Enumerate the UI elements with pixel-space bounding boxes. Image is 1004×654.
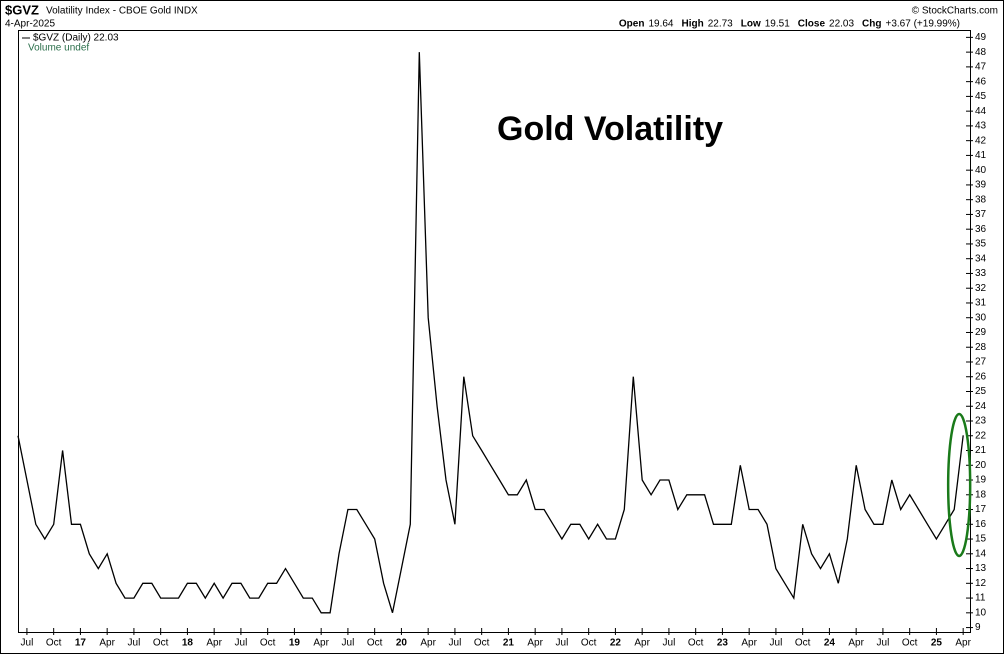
- legend-entry: $GVZ (Daily) 22.03: [33, 33, 119, 44]
- y-tick-label: 27: [975, 357, 987, 368]
- quote-label: Open: [619, 19, 645, 30]
- y-tick-label: 41: [975, 150, 987, 161]
- y-tick-label: 37: [975, 209, 987, 220]
- x-tick-label: Apr: [420, 638, 436, 649]
- y-tick-label: 9: [975, 622, 981, 633]
- x-tick-label: Oct: [902, 638, 918, 649]
- y-tick-label: 40: [975, 165, 987, 176]
- quote-value: +3.67 (+19.99%): [886, 19, 961, 30]
- quote-value: 22.73: [708, 19, 733, 30]
- y-tick-label: 38: [975, 194, 987, 205]
- y-tick-label: 33: [975, 268, 987, 279]
- y-tick-label: 23: [975, 416, 987, 427]
- y-tick-label: 16: [975, 519, 987, 530]
- y-tick-label: 15: [975, 534, 987, 545]
- y-tick-label: 46: [975, 76, 987, 87]
- x-tick-label: Jul: [663, 638, 676, 649]
- y-tick-label: 30: [975, 312, 987, 323]
- quote-label: Low: [741, 19, 761, 30]
- y-tick-label: 34: [975, 253, 987, 264]
- x-tick-label: Oct: [474, 638, 490, 649]
- x-tick-label: Oct: [260, 638, 276, 649]
- y-tick-label: 22: [975, 430, 987, 441]
- x-tick-label: Jul: [770, 638, 783, 649]
- y-tick-label: 49: [975, 32, 987, 43]
- y-tick-label: 25: [975, 386, 987, 397]
- x-tick-label: Oct: [795, 638, 811, 649]
- x-tick-label: Apr: [206, 638, 222, 649]
- quote-label: High: [682, 19, 704, 30]
- y-tick-label: 12: [975, 578, 987, 589]
- y-tick-label: 42: [975, 135, 987, 146]
- x-tick-label: Jul: [235, 638, 248, 649]
- x-tick-label: 18: [182, 638, 194, 649]
- y-tick-label: 20: [975, 460, 987, 471]
- y-tick-label: 26: [975, 371, 987, 382]
- x-tick-label: Apr: [848, 638, 864, 649]
- y-tick-label: 14: [975, 548, 987, 559]
- y-tick-label: 28: [975, 342, 987, 353]
- y-tick-label: 11: [975, 593, 986, 604]
- x-tick-label: Oct: [581, 638, 597, 649]
- x-tick-label: Jul: [342, 638, 355, 649]
- y-tick-label: 32: [975, 283, 987, 294]
- x-tick-label: Oct: [46, 638, 62, 649]
- x-tick-label: Apr: [741, 638, 757, 649]
- y-tick-label: 36: [975, 224, 987, 235]
- security-name: Volatility Index - CBOE Gold INDX: [46, 6, 198, 17]
- symbol: $GVZ: [5, 2, 39, 17]
- y-tick-label: 19: [975, 475, 987, 486]
- x-tick-label: 19: [289, 638, 301, 649]
- y-tick-label: 48: [975, 47, 987, 58]
- y-tick-label: 17: [975, 504, 987, 515]
- y-tick-label: 44: [975, 106, 987, 117]
- y-tick-label: 13: [975, 563, 987, 574]
- x-tick-label: Jul: [21, 638, 34, 649]
- x-tick-label: 24: [824, 638, 836, 649]
- quote-label: Chg: [862, 19, 881, 30]
- x-tick-label: 20: [396, 638, 408, 649]
- x-tick-label: 22: [610, 638, 622, 649]
- y-tick-label: 39: [975, 180, 987, 191]
- quote-label: Close: [798, 19, 826, 30]
- x-tick-label: Apr: [955, 638, 971, 649]
- x-tick-label: Oct: [688, 638, 704, 649]
- highlight-ellipse: [946, 412, 972, 558]
- x-tick-label: Apr: [527, 638, 543, 649]
- quote-value: 19.64: [648, 19, 673, 30]
- x-tick-label: Oct: [153, 638, 169, 649]
- y-tick-label: 24: [975, 401, 987, 412]
- x-tick-label: Jul: [877, 638, 890, 649]
- price-line: [17, 52, 964, 614]
- x-tick-label: 21: [503, 638, 515, 649]
- quote-value: 19.51: [765, 19, 790, 30]
- y-tick-label: 35: [975, 239, 987, 250]
- annotation: Gold Volatility: [497, 110, 723, 148]
- date: 4-Apr-2025: [5, 19, 55, 30]
- x-tick-label: Apr: [634, 638, 650, 649]
- y-tick-label: 31: [975, 298, 987, 309]
- y-tick-label: 18: [975, 489, 987, 500]
- y-tick-label: 29: [975, 327, 987, 338]
- plot-frame: [18, 30, 971, 633]
- x-tick-label: Apr: [99, 638, 115, 649]
- legend-entry: Volume undef: [28, 43, 89, 54]
- quote-value: 22.03: [829, 19, 854, 30]
- y-tick-label: 47: [975, 62, 987, 73]
- y-tick-label: 45: [975, 91, 987, 102]
- x-tick-label: Jul: [449, 638, 462, 649]
- x-tick-label: Jul: [556, 638, 569, 649]
- source: © StockCharts.com: [912, 6, 998, 17]
- x-tick-label: Jul: [128, 638, 141, 649]
- x-tick-label: 25: [931, 638, 943, 649]
- x-tick-label: 23: [717, 638, 729, 649]
- y-tick-label: 43: [975, 121, 987, 132]
- x-tick-label: 17: [75, 638, 87, 649]
- x-tick-label: Apr: [313, 638, 329, 649]
- y-tick-label: 21: [975, 445, 987, 456]
- x-tick-label: Oct: [367, 638, 383, 649]
- y-tick-label: 10: [975, 607, 987, 618]
